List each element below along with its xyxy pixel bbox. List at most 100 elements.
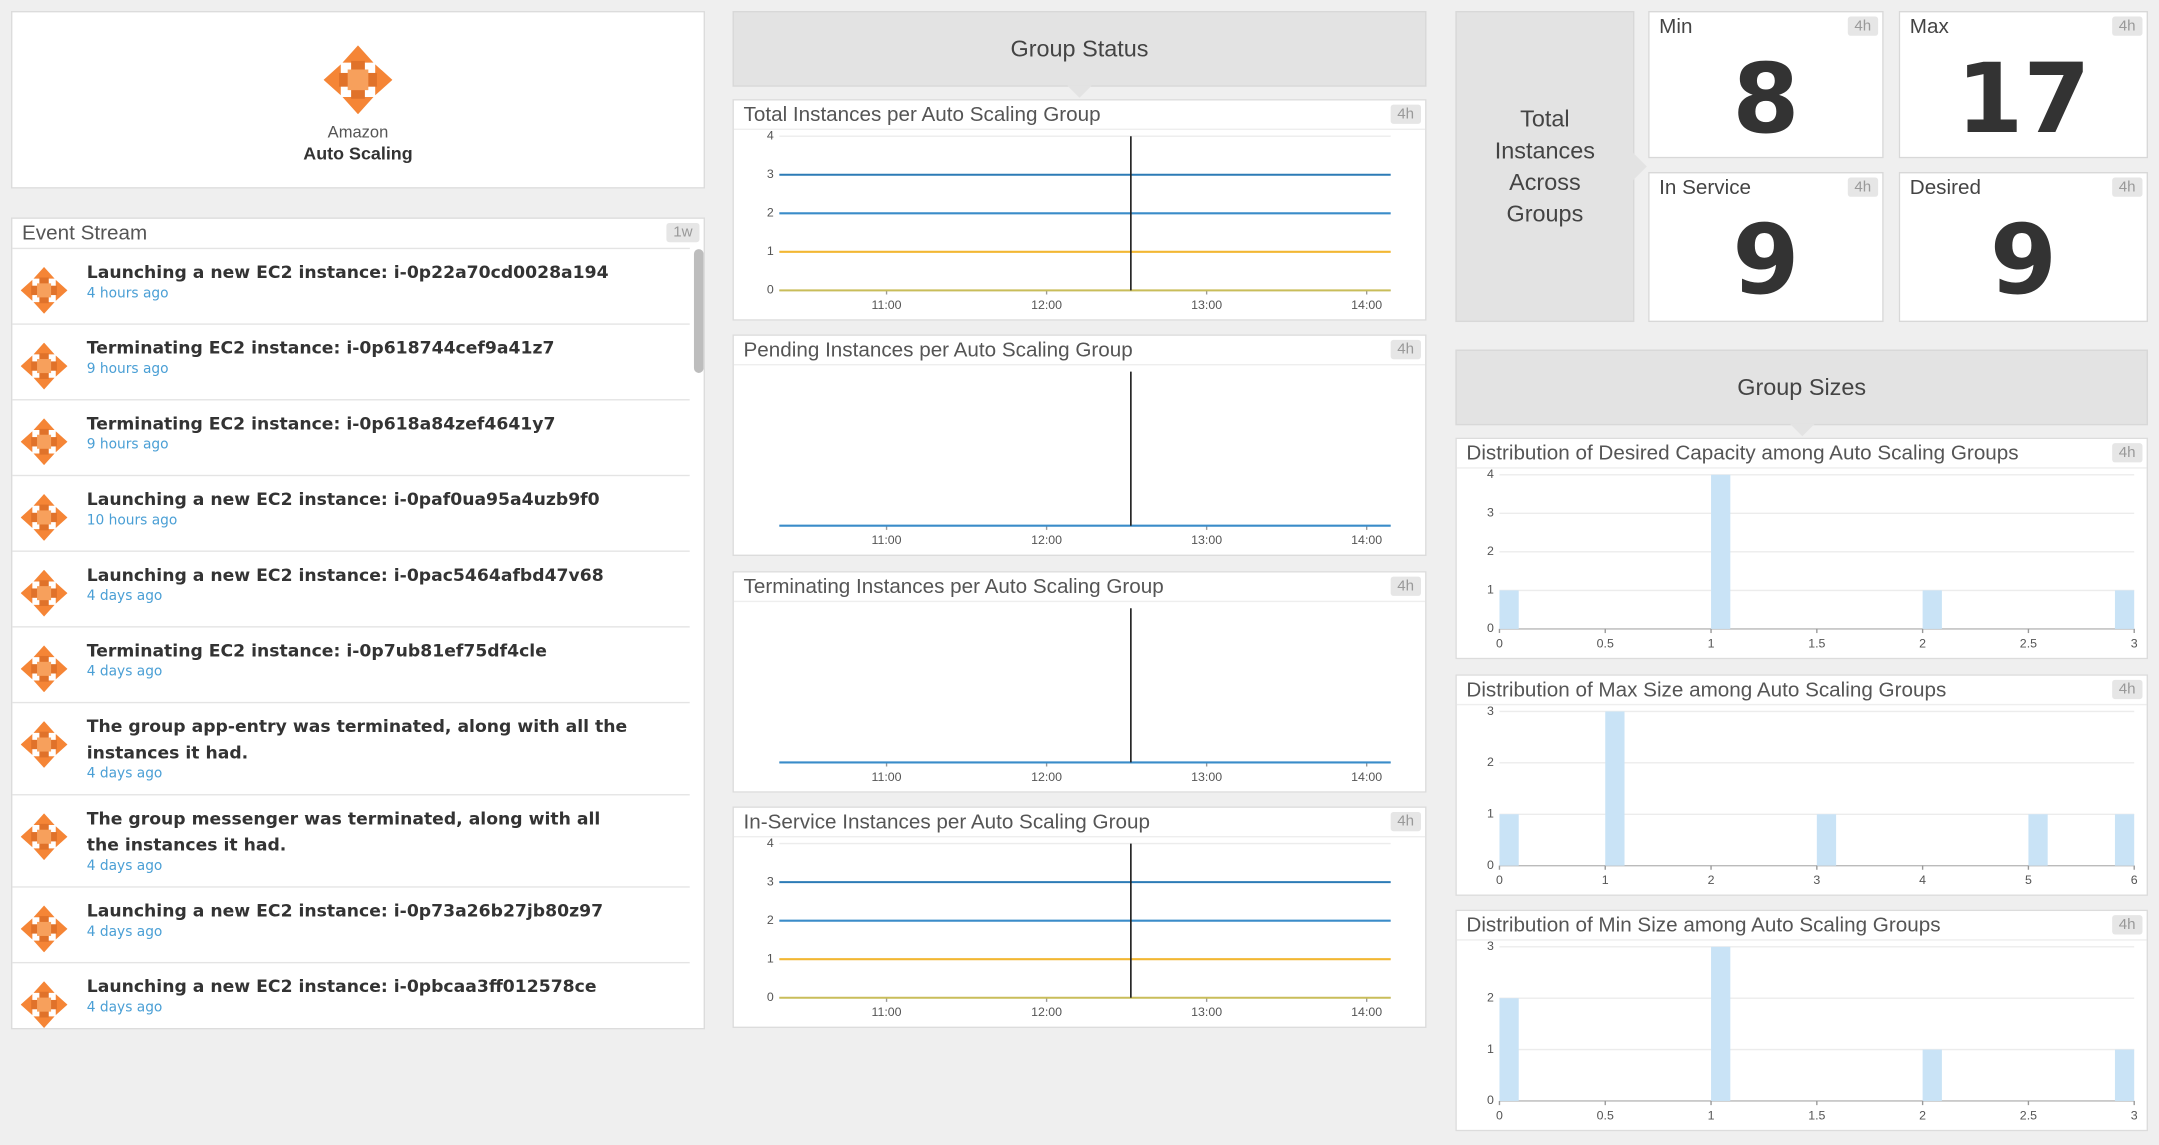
x-tick-label: 12:00: [1031, 770, 1062, 784]
y-tick-label: 4: [1487, 467, 1494, 481]
time-badge: 4h: [2111, 443, 2143, 463]
event-body: Launching a new EC2 instance: i-0p22a70c…: [87, 259, 638, 314]
y-tick-label: 2: [767, 913, 774, 927]
event-text: Launching a new EC2 instance: i-0pac5464…: [86, 564, 604, 585]
y-tick-label: 4: [767, 129, 774, 143]
time-badge: 1w: [666, 222, 700, 243]
event-item: Launching a new EC2 instance: i-0paf0ua9…: [12, 476, 690, 552]
x-tick-label: 2: [1919, 1108, 1926, 1122]
chart-panel: 0 1 2 3 0 0.5 1 1.5 2 2.5 3 Distribution of Min Siz…: [1455, 909, 2148, 1132]
event-text: Launching a new EC2 instance: i-0pbcaa3f…: [86, 975, 597, 997]
stat-card: In Service 4h 9: [1648, 172, 1884, 323]
event-time: 9 hours ago: [86, 361, 169, 378]
logo-line2: Auto Scaling: [303, 143, 413, 164]
stat-card: Min 4h 8: [1648, 11, 1884, 159]
x-tick-label: 14:00: [1351, 298, 1382, 312]
event-text: Launching a new EC2 instance: i-0p22a70c…: [86, 261, 609, 283]
x-tick-label: 2.5: [2020, 636, 2037, 650]
x-tick-label: 12:00: [1031, 298, 1062, 312]
bar: [1711, 946, 1731, 1101]
x-tick-label: 0.5: [1597, 636, 1614, 650]
x-tick-label: 3: [1813, 873, 1820, 887]
event-time: 4 days ago: [86, 766, 163, 782]
logo-icon: [321, 45, 395, 114]
bar: [2114, 814, 2135, 866]
time-badge: 4h: [1390, 811, 1421, 832]
y-tick-label: 3: [1487, 704, 1494, 718]
x-tick-label: 0.5: [1597, 1108, 1614, 1122]
stat-label: Min: [1659, 15, 1693, 39]
chart: 0 1 2 3 4 11:00 12:00 13:00 14:00: [733, 129, 1426, 312]
chart-title: Distribution of Desired Capacity among A…: [1466, 441, 2019, 466]
x-tick-label: 11:00: [872, 770, 902, 784]
event-text: The group messenger was terminated, alon…: [86, 807, 601, 855]
chart-title: Terminating Instances per Auto Scaling G…: [743, 575, 1164, 599]
stat-value: 8: [1732, 42, 1800, 156]
time-badge: 4h: [1390, 339, 1421, 360]
time-badge: 4h: [1390, 576, 1421, 596]
section-header: Group Sizes: [1455, 349, 2148, 437]
event-icon: [21, 721, 68, 768]
x-tick-label: 11:00: [872, 533, 902, 547]
y-tick-label: 3: [1487, 939, 1494, 953]
event-list: Launching a new EC2 instance: i-0p22a70c…: [12, 247, 690, 1030]
y-tick-label: 3: [767, 167, 774, 181]
chart-panel: 0 1 2 3 4 11:00 12:00 13:00 14:00 In-Service Inst…: [732, 806, 1427, 1029]
event-item: Terminating EC2 instance: i-0p618744cef9…: [12, 325, 690, 401]
event-icon: [21, 645, 68, 692]
x-tick-label: 3: [2131, 636, 2138, 650]
summary-label: Total Instances Across Groups: [1455, 11, 1647, 323]
x-tick-label: 2: [1708, 873, 1715, 887]
event-time: 10 hours ago: [86, 513, 178, 529]
y-tick-label: 2: [1487, 990, 1494, 1004]
event-item: Launching a new EC2 instance: i-0p73a26b…: [12, 888, 690, 964]
chart-title: Distribution of Min Size among Auto Scal…: [1466, 913, 1941, 938]
x-tick-label: 1: [1708, 636, 1715, 650]
stat-value: 9: [1732, 203, 1800, 317]
x-tick-label: 12:00: [1031, 1005, 1062, 1019]
logo-line1: Amazon: [327, 122, 389, 142]
chart-panel: 0 1 2 3 4 0 0.5 1 1.5 2 2.5 3 Distribution of Desire…: [1455, 437, 2148, 660]
chart-title: Distribution of Max Size among Auto Scal…: [1466, 678, 1947, 702]
x-tick-label: 4: [1919, 873, 1926, 887]
x-tick-label: 13:00: [1191, 1005, 1222, 1019]
x-tick-label: 3: [2131, 1108, 2138, 1122]
section-title: Group Status: [1010, 35, 1149, 62]
event-icon: [21, 981, 68, 1028]
chart-title: Total Instances per Auto Scaling Group: [743, 103, 1101, 127]
event-time: 4 days ago: [86, 858, 163, 874]
event-body: Launching a new EC2 instance: i-0pbcaa3f…: [87, 973, 638, 1028]
event-icon: [21, 267, 68, 314]
event-body: Terminating EC2 instance: i-0p7ub81ef75d…: [87, 637, 638, 692]
event-item: Launching a new EC2 instance: i-0pbcaa3f…: [12, 963, 689, 1029]
x-tick-label: 13:00: [1191, 298, 1222, 312]
bar: [1605, 711, 1625, 866]
x-tick-label: 0: [1496, 873, 1503, 887]
y-tick-label: 0: [1487, 858, 1494, 872]
y-tick-label: 1: [1487, 807, 1494, 821]
y-tick-label: 1: [767, 951, 774, 965]
bar: [2028, 814, 2048, 866]
bar: [1499, 590, 1519, 629]
event-text: Launching a new EC2 instance: i-0paf0ua9…: [86, 488, 600, 510]
x-tick-label: 14:00: [1351, 1005, 1382, 1019]
chart: 11:00 12:00 13:00 14:00: [733, 600, 1426, 784]
stat-card: Desired 4h 9: [1898, 172, 2148, 323]
event-stream: Event Stream 1w Launching a new EC2 inst…: [11, 217, 705, 1030]
chart-panel: 0 1 2 3 0 1 2 3 4 5 6 Distribution of Max Size amon…: [1455, 674, 2148, 896]
time-badge: 4h: [2111, 16, 2143, 36]
event-icon: [21, 494, 68, 541]
event-item: Launching a new EC2 instance: i-0pac5464…: [12, 552, 690, 628]
y-tick-label: 4: [767, 836, 774, 850]
x-tick-label: 1.5: [1808, 636, 1825, 650]
stat-value: 9: [1989, 203, 2057, 317]
event-body: The group app-entry was terminated, alon…: [87, 713, 638, 785]
event-item: The group app-entry was terminated, alon…: [12, 703, 690, 796]
scrollbar[interactable]: [693, 249, 704, 373]
x-tick-label: 12:00: [1031, 533, 1062, 547]
x-tick-label: 11:00: [872, 298, 902, 312]
bar: [1499, 814, 1519, 866]
x-tick-label: 14:00: [1351, 770, 1382, 784]
